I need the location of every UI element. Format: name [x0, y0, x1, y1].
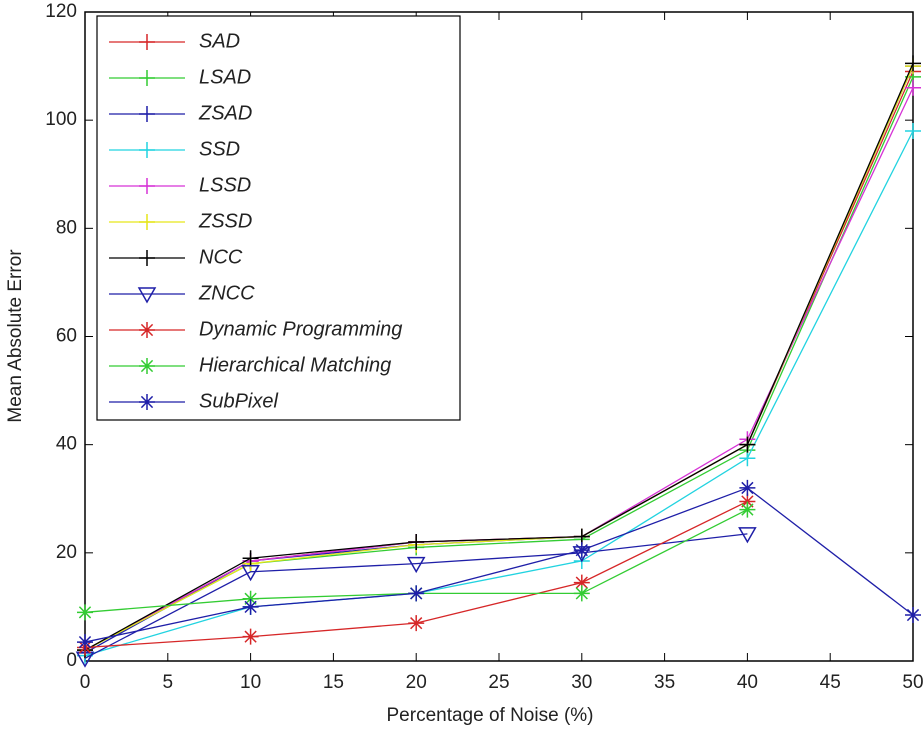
- legend-marker: [139, 34, 155, 50]
- x-tick-label: 25: [488, 672, 509, 693]
- data-point: [242, 628, 259, 645]
- data-point: [406, 556, 426, 574]
- legend-marker: [139, 322, 155, 338]
- x-tick-label: 35: [654, 672, 675, 693]
- x-tick-label: 5: [163, 672, 174, 693]
- x-tick-label: 15: [323, 672, 344, 693]
- legend: SAD LSAD ZSAD SSD LSSD ZSSD NCC ZNCC Dynamic Pro…: [96, 15, 461, 421]
- y-tick-label: 80: [56, 217, 77, 238]
- data-point: [77, 634, 93, 651]
- legend-marker: [139, 358, 155, 374]
- legend-marker: [139, 70, 155, 86]
- legend-marker: [139, 394, 155, 410]
- data-point: [905, 55, 921, 72]
- legend-marker: [139, 106, 155, 122]
- legend-marker: [137, 287, 157, 304]
- x-tick-label: 50: [902, 672, 923, 693]
- legend-label: Dynamic Programming: [199, 318, 402, 340]
- data-point: [739, 450, 756, 467]
- x-tick-label: 40: [737, 672, 758, 693]
- data-point: [739, 436, 756, 453]
- x-tick-label: 10: [240, 672, 261, 693]
- x-tick-label: 20: [406, 672, 427, 693]
- data-point: [739, 501, 756, 518]
- data-point: [408, 615, 425, 632]
- data-point: [905, 122, 921, 139]
- data-point: [573, 574, 590, 591]
- x-tick-label: 45: [820, 672, 841, 693]
- data-point: [573, 585, 590, 602]
- series-line: [84, 130, 914, 657]
- x-tick-label: 0: [80, 672, 91, 693]
- legend-label: NCC: [199, 246, 243, 268]
- legend-label: LSSD: [199, 174, 251, 196]
- legend-marker: [139, 250, 155, 266]
- data-point: [241, 565, 260, 582]
- data-point: [905, 79, 921, 96]
- legend-label: ZSAD: [198, 102, 252, 124]
- data-point: [408, 534, 425, 551]
- legend-label: SSD: [199, 138, 240, 160]
- data-point: [408, 585, 425, 602]
- y-axis-label: Mean Absolute Error: [5, 249, 26, 423]
- legend-box: [96, 15, 461, 421]
- y-tick-label: 100: [45, 109, 77, 130]
- legend-label: ZSSD: [198, 210, 252, 232]
- data-point: [242, 550, 259, 567]
- x-tick-label: 30: [571, 672, 592, 693]
- legend-marker: [139, 142, 155, 158]
- legend-label: SubPixel: [199, 390, 278, 412]
- data-point: [242, 590, 259, 607]
- y-tick-label: 0: [66, 650, 77, 671]
- legend-label: SAD: [199, 30, 240, 52]
- y-tick-label: 20: [56, 542, 77, 563]
- data-point: [573, 542, 590, 559]
- legend-label: Hierarchical Matching: [199, 354, 391, 376]
- data-point: [739, 493, 756, 510]
- legend-label: ZNCC: [198, 282, 255, 304]
- legend-marker: [139, 214, 155, 230]
- data-point: [905, 607, 921, 624]
- legend-marker: [139, 178, 155, 194]
- data-point: [738, 527, 757, 544]
- data-point: [77, 604, 93, 621]
- y-tick-label: 40: [56, 434, 77, 455]
- y-tick-label: 120: [45, 1, 77, 22]
- series-line: [84, 533, 748, 659]
- series-line: [84, 63, 914, 651]
- series-line: [84, 487, 914, 643]
- data-point: [573, 528, 590, 545]
- legend-label: LSAD: [199, 66, 251, 88]
- data-point: [242, 598, 259, 615]
- x-axis-label: Percentage of Noise (%): [387, 705, 594, 726]
- y-tick-label: 60: [56, 326, 77, 347]
- data-point: [739, 479, 756, 496]
